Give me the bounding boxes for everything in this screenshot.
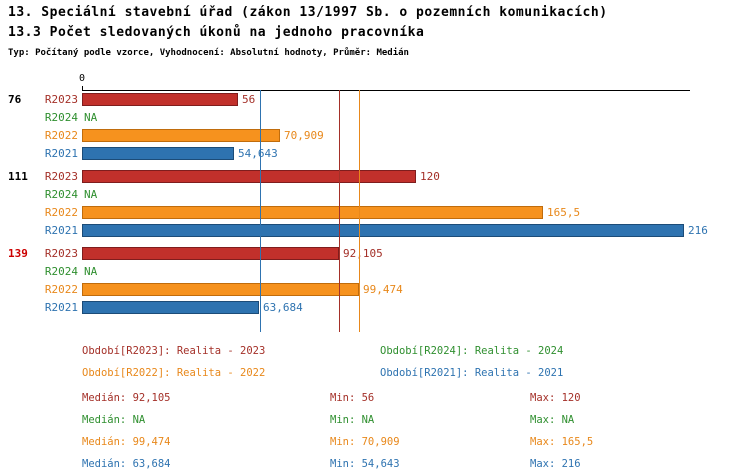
bar (82, 247, 339, 260)
stat-median-r2022: Medián: 99,474 (82, 436, 171, 448)
bar-row-label: R2022 (44, 206, 78, 219)
bar-value-label: NA (84, 111, 98, 124)
page-title: 13. Speciální stavební úřad (zákon 13/19… (8, 5, 608, 20)
axis-line (82, 90, 690, 91)
legend-item-r2024: Období[R2024]: Realita - 2024 (380, 345, 564, 357)
bar-row-label: R2022 (44, 283, 78, 296)
bar (82, 147, 234, 160)
bar-row-label: R2021 (44, 301, 78, 314)
bar (82, 170, 416, 183)
page-subtitle: 13.3 Počet sledovaných úkonů na jednoho … (8, 25, 425, 40)
stat-min-r2022: Min: 70,909 (330, 436, 400, 448)
chart-meta: Typ: Počítaný podle vzorce, Vyhodnocení:… (8, 48, 409, 58)
bar-value-label: 92,105 (343, 247, 383, 260)
bar-row-label: R2023 (44, 170, 78, 183)
bar-value-label: 56 (242, 93, 256, 106)
bar-row-label: R2024 (44, 188, 78, 201)
bar (82, 93, 238, 106)
bar-row-label: R2021 (44, 224, 78, 237)
bar (82, 224, 684, 237)
bar-value-label: 99,474 (363, 283, 403, 296)
bar-value-label: 165,5 (547, 206, 581, 219)
axis-origin-label: 0 (79, 73, 86, 84)
bar-value-label: 120 (420, 170, 440, 183)
group-label: 76 (8, 93, 22, 106)
stat-min-r2021: Min: 54,643 (330, 458, 400, 470)
bar-row-label: R2024 (44, 111, 78, 124)
bar-row-label: R2023 (44, 93, 78, 106)
legend-item-r2023: Období[R2023]: Realita - 2023 (82, 345, 266, 357)
stat-median-r2024: Medián: NA (82, 414, 146, 426)
stat-min-r2023: Min: 56 (330, 392, 375, 404)
group-label: 139 (8, 247, 28, 260)
bar-value-label: NA (84, 265, 98, 278)
legend-item-r2021: Období[R2021]: Realita - 2021 (380, 367, 564, 379)
bar-row-label: R2024 (44, 265, 78, 278)
bar-value-label: 70,909 (284, 129, 324, 142)
bar-value-label: NA (84, 188, 98, 201)
group-label: 111 (8, 170, 28, 183)
axis-origin-tick (82, 86, 83, 90)
bar (82, 206, 543, 219)
stat-median-r2021: Medián: 63,684 (82, 458, 171, 470)
median-line-r2022 (359, 90, 361, 332)
bar-row-label: R2022 (44, 129, 78, 142)
stat-min-r2024: Min: NA (330, 414, 375, 426)
stat-max-r2021: Max: 216 (530, 458, 581, 470)
median-line-r2021 (259, 90, 261, 332)
bar-row-label: R2023 (44, 247, 78, 260)
stat-median-r2023: Medián: 92,105 (82, 392, 171, 404)
stat-max-r2023: Max: 120 (530, 392, 581, 404)
bar-value-label: 63,684 (263, 301, 303, 314)
stat-max-r2022: Max: 165,5 (530, 436, 594, 448)
stat-max-r2024: Max: NA (530, 414, 575, 426)
bar-value-label: 54,643 (238, 147, 278, 160)
bar (82, 283, 359, 296)
bar-row-label: R2021 (44, 147, 78, 160)
bar-value-label: 216 (688, 224, 708, 237)
bar (82, 129, 280, 142)
median-line-r2023 (338, 90, 340, 332)
bar (82, 301, 259, 314)
legend-item-r2022: Období[R2022]: Realita - 2022 (82, 367, 266, 379)
